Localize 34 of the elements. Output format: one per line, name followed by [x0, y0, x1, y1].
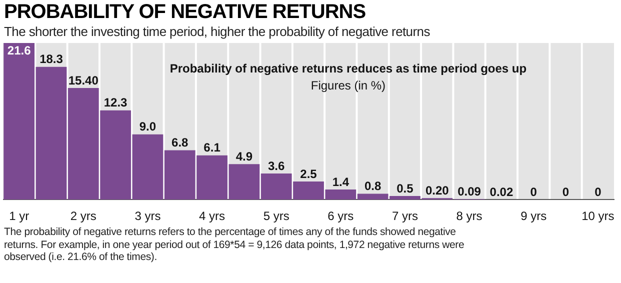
x-tick-label: 9 yrs: [520, 209, 547, 224]
text: The probability of negative returns refers to the percentage of times any of the funds showed negative returns. For example, in one year period out of 169*54 = 9,126 data points, 1,972 negative returns were observed (i.e. 21.6% of the times).: [3, 226, 466, 264]
x-tick-label: 7 yrs: [392, 209, 418, 224]
x-tick-label: 8 yrs: [456, 209, 482, 224]
data-label: 3.6: [268, 158, 286, 173]
x-tick-label: 6 yrs: [328, 209, 354, 224]
x-tick-label: 3 yrs: [134, 209, 161, 224]
data-label: 0.8: [364, 179, 382, 194]
data-label: 6.1: [204, 140, 221, 155]
data-label: 18.3: [40, 52, 64, 66]
data-label: 21.6: [7, 43, 32, 58]
x-tick-label: 10 yrs: [582, 209, 614, 224]
data-label: 0.02: [490, 184, 514, 199]
data-label: 0: [562, 184, 570, 199]
x-tick-label: 4 yrs: [199, 209, 226, 224]
x-tick-label: 2 yrs: [70, 209, 96, 224]
data-label: 4.9: [236, 149, 253, 164]
data-label: 12.3: [104, 96, 128, 110]
data-label: 0.09: [458, 184, 482, 198]
chart-subtitle: The shorter the investing time period, higher the probability of negative returns: [3, 23, 431, 40]
data-label: 15.40: [68, 73, 99, 88]
data-label: 0.5: [396, 181, 414, 196]
data-label: 0: [530, 184, 538, 199]
x-tick-label: 5 yrs: [263, 209, 290, 224]
x-tick-label: 1 yr: [9, 209, 30, 224]
data-label: 0: [594, 184, 602, 199]
data-label: 0.20: [425, 183, 450, 198]
data-label: 9.0: [139, 120, 156, 134]
annotation: Figures (in %): [310, 78, 386, 92]
data-label: 1.4: [332, 174, 350, 189]
data-label: 6.8: [172, 136, 189, 150]
annotation: Probability of negative returns reduces as time period goes up: [170, 61, 527, 76]
data-label: 2.5: [300, 166, 318, 181]
chart-title: PROBABILITY OF NEGATIVE RETURNS: [3, 0, 367, 23]
